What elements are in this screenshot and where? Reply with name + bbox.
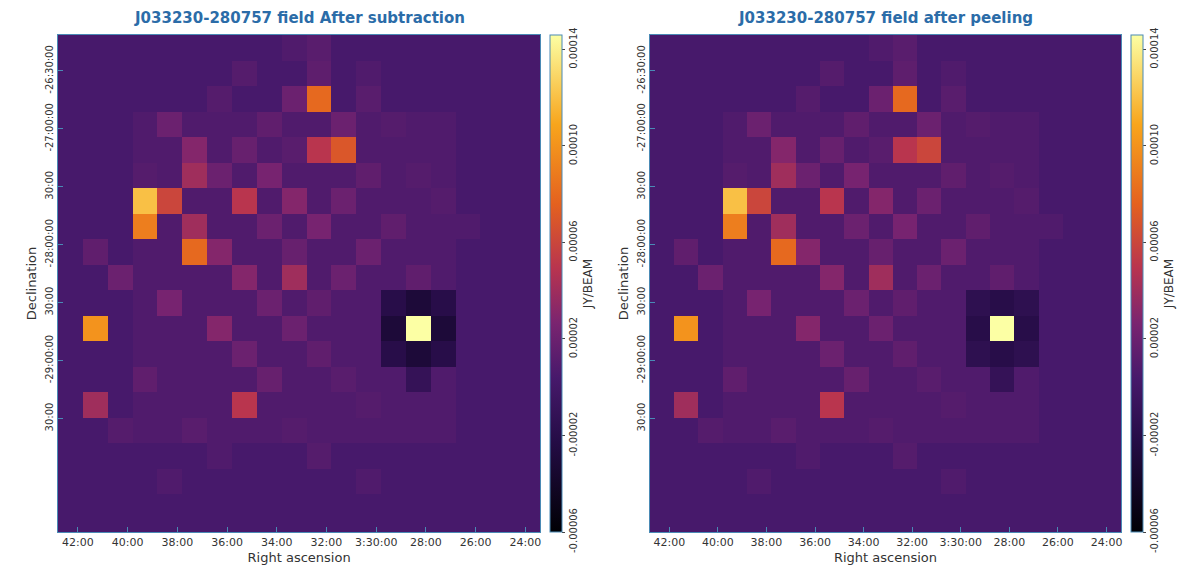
svg-text:30:00: 30:00 — [636, 171, 647, 200]
svg-text:J033230-280757 field After sub: J033230-280757 field After subtraction — [134, 9, 465, 27]
svg-text:0.00010: 0.00010 — [1149, 124, 1160, 165]
svg-text:-0.00002: -0.00002 — [1149, 412, 1160, 457]
svg-text:28:00: 28:00 — [994, 536, 1026, 549]
svg-text:0.00002: 0.00002 — [1149, 317, 1160, 358]
svg-text:Declination: Declination — [616, 247, 631, 321]
svg-text:28:00: 28:00 — [410, 536, 442, 549]
svg-text:24:00: 24:00 — [1091, 536, 1123, 549]
svg-text:26:00: 26:00 — [460, 536, 492, 549]
svg-text:-28:00:00: -28:00:00 — [636, 219, 647, 268]
svg-text:-0.00002: -0.00002 — [568, 412, 579, 457]
svg-text:-26:30:00: -26:30:00 — [44, 45, 55, 94]
svg-text:3:30:00: 3:30:00 — [940, 536, 982, 549]
svg-text:32:00: 32:00 — [896, 536, 928, 549]
svg-text:24:00: 24:00 — [509, 536, 541, 549]
svg-text:0.00014: 0.00014 — [1149, 27, 1160, 68]
svg-text:JY/BEAM: JY/BEAM — [581, 259, 595, 309]
svg-text:-27:00:00: -27:00:00 — [636, 103, 647, 152]
svg-text:0.00006: 0.00006 — [1149, 220, 1160, 261]
svg-text:-29:00:00: -29:00:00 — [636, 335, 647, 384]
svg-text:30:00: 30:00 — [44, 171, 55, 200]
svg-text:40:00: 40:00 — [702, 536, 734, 549]
svg-text:36:00: 36:00 — [211, 536, 243, 549]
svg-text:26:00: 26:00 — [1042, 536, 1074, 549]
svg-text:32:00: 32:00 — [311, 536, 343, 549]
svg-text:-0.00006: -0.00006 — [1149, 508, 1160, 553]
svg-text:-28:00:00: -28:00:00 — [44, 219, 55, 268]
svg-text:JY/BEAM: JY/BEAM — [1162, 259, 1176, 309]
svg-text:-29:00:00: -29:00:00 — [44, 335, 55, 384]
svg-text:0.00010: 0.00010 — [568, 124, 579, 165]
svg-text:-27:00:00: -27:00:00 — [44, 103, 55, 152]
svg-text:30:00: 30:00 — [636, 403, 647, 432]
svg-text:42:00: 42:00 — [62, 536, 94, 549]
svg-text:30:00: 30:00 — [44, 403, 55, 432]
svg-text:3:30:00: 3:30:00 — [355, 536, 397, 549]
svg-text:0.00014: 0.00014 — [568, 27, 579, 68]
svg-text:40:00: 40:00 — [112, 536, 144, 549]
svg-text:34:00: 34:00 — [261, 536, 293, 549]
svg-text:Declination: Declination — [24, 247, 39, 321]
svg-text:38:00: 38:00 — [161, 536, 193, 549]
svg-text:Right ascension: Right ascension — [834, 550, 937, 565]
svg-text:36:00: 36:00 — [799, 536, 831, 549]
svg-text:38:00: 38:00 — [751, 536, 783, 549]
svg-text:30:00: 30:00 — [636, 287, 647, 316]
svg-text:J033230-280757 field after pee: J033230-280757 field after peeling — [738, 9, 1033, 27]
svg-text:0.00002: 0.00002 — [568, 317, 579, 358]
svg-text:34:00: 34:00 — [848, 536, 880, 549]
svg-text:30:00: 30:00 — [44, 287, 55, 316]
svg-text:0.00006: 0.00006 — [568, 220, 579, 261]
svg-text:-26:30:00: -26:30:00 — [636, 45, 647, 94]
svg-text:42:00: 42:00 — [653, 536, 685, 549]
svg-text:Right ascension: Right ascension — [248, 550, 351, 565]
svg-text:-0.00006: -0.00006 — [568, 508, 579, 553]
